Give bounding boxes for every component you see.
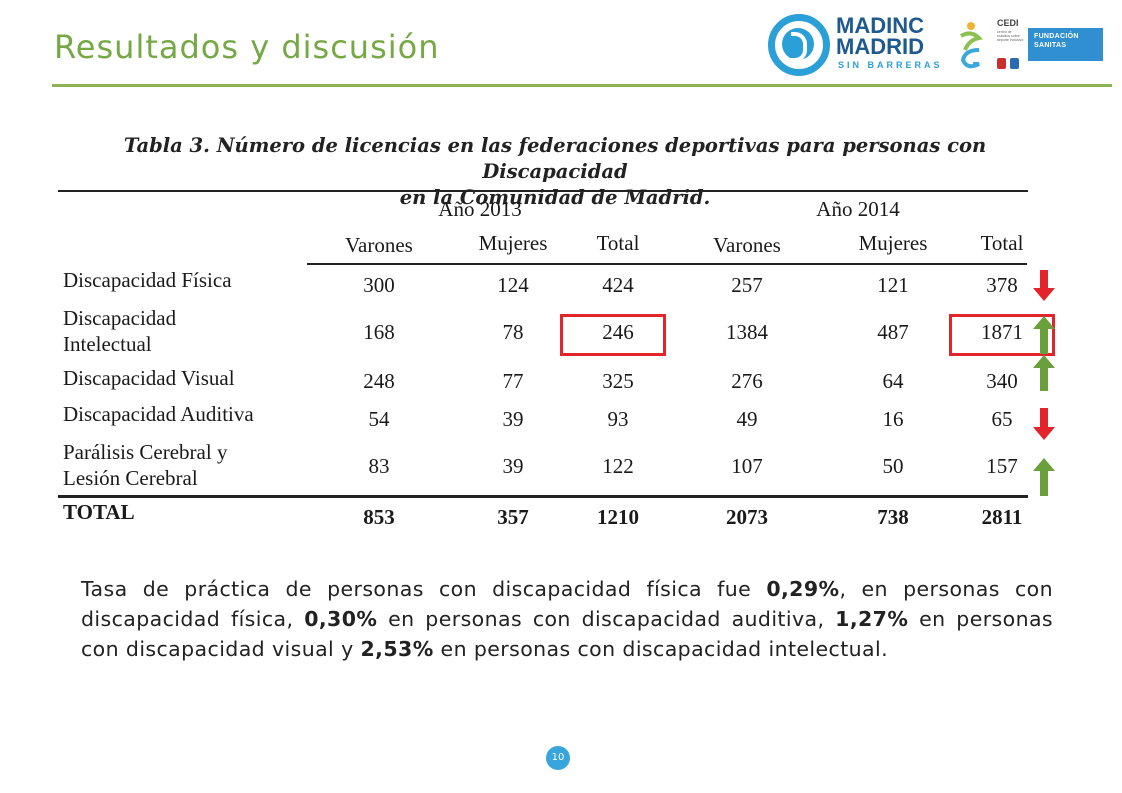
- table-cell: 168: [363, 320, 395, 344]
- caption-line1: Tabla 3. Número de licencias en las fede…: [123, 134, 987, 183]
- table-cell: 54: [368, 407, 390, 431]
- results-paragraph: Tasa de práctica de personas con discapa…: [81, 577, 1054, 661]
- table-cell: 424: [602, 273, 634, 297]
- slide-title: Resultados y discusión: [54, 28, 440, 66]
- licenses-table: Tabla 3. Número de licencias en las fede…: [55, 123, 1055, 533]
- year-header-2014: Año 2014: [816, 197, 900, 221]
- madinc-ring-icon: [768, 14, 830, 76]
- trend-down-arrow-icon: [1033, 408, 1055, 440]
- highlighted-cell: 246: [602, 320, 634, 344]
- table-cell: 340: [986, 369, 1018, 393]
- col-header: Mujeres: [478, 231, 548, 255]
- table-cell: 276: [731, 369, 763, 393]
- table-cell: 107: [731, 454, 763, 478]
- logo-text-line2: MADRID: [836, 34, 924, 59]
- table-cell: 122: [602, 454, 634, 478]
- col-header: Total: [980, 231, 1024, 255]
- rate-visual: 1,27%: [835, 607, 909, 631]
- trend-up-arrow-icon: [1033, 316, 1055, 354]
- row-label: Parálisis Cerebral y Lesión Cerebral: [63, 440, 228, 490]
- logo-text-line3: SIN BARRERAS: [838, 60, 943, 70]
- table-cell: 487: [877, 320, 909, 344]
- total-cell: 357: [497, 505, 529, 529]
- table-cell: 78: [502, 320, 524, 344]
- table-cell: 157: [986, 454, 1018, 478]
- total-cell: 1210: [597, 505, 639, 529]
- row-label: Discapacidad Auditiva: [63, 402, 254, 426]
- cedi-description: centro de estudios sobre deporte inclusi…: [997, 30, 1024, 42]
- university-seal-icon: [997, 58, 1006, 69]
- table-cell: 124: [497, 273, 529, 297]
- rate-auditiva: 0,30%: [304, 607, 378, 631]
- institution-seal-icon: [1010, 58, 1019, 69]
- highlight-box-2013-intelectual: [560, 314, 666, 356]
- table-cell: 300: [363, 273, 395, 297]
- sanitas-line1: FUNDACIÓN: [1034, 33, 1079, 40]
- cedi-swirl-icon: [959, 22, 984, 69]
- table-cell: 325: [602, 369, 634, 393]
- trend-down-arrow-icon: [1033, 270, 1055, 301]
- total-cell: 738: [877, 505, 909, 529]
- total-cell: 2073: [726, 505, 768, 529]
- total-cell: 2811: [981, 505, 1023, 529]
- fundacion-sanitas-logo: FUNDACIÓN SANITAS: [1028, 28, 1103, 61]
- row-label: Discapacidad Visual: [63, 366, 235, 390]
- table-cell: 1384: [726, 320, 768, 344]
- trend-up-arrow-icon: [1033, 458, 1055, 496]
- cedi-logo: CEDI centro de estudios sobre deporte in…: [955, 14, 1023, 74]
- table-cell: 83: [368, 454, 390, 478]
- madinc-madrid-logo: MADINC MADRID SIN BARRERAS: [768, 12, 943, 80]
- highlight-box-2014-intelectual: [949, 314, 1055, 356]
- table-cell: 65: [991, 407, 1013, 431]
- col-header: Varones: [345, 233, 413, 257]
- rate-intelectual: 2,53%: [360, 637, 434, 661]
- sanitas-line2: SANITAS: [1034, 42, 1067, 49]
- table-cell: 64: [882, 369, 904, 393]
- header-bottom-rule: [307, 263, 1027, 265]
- table-cell: 378: [986, 273, 1018, 297]
- highlighted-cell: 1871: [981, 320, 1023, 344]
- table-cell: 16: [882, 407, 904, 431]
- year-header-2013: Año 2013: [438, 197, 522, 221]
- table-cell: 39: [502, 454, 524, 478]
- col-header: Varones: [713, 233, 781, 257]
- table-cell: 121: [877, 273, 909, 297]
- table-caption: Tabla 3. Número de licencias en las fede…: [65, 133, 1045, 211]
- total-cell: 853: [363, 505, 395, 529]
- table-cell: 248: [363, 369, 395, 393]
- logo-text-line1: MADINC: [836, 13, 924, 38]
- total-top-rule: [58, 495, 1028, 498]
- page-number-badge: 10: [546, 746, 570, 770]
- table-cell: 50: [882, 454, 904, 478]
- cedi-name: CEDI: [997, 18, 1019, 28]
- table-cell: 257: [731, 273, 763, 297]
- row-label: Discapacidad Intelectual: [63, 306, 177, 356]
- col-header: Total: [596, 231, 640, 255]
- row-label: Discapacidad Física: [63, 268, 232, 292]
- table-top-rule: [58, 190, 1028, 192]
- table-cell: 93: [607, 407, 629, 431]
- table-cell: 39: [502, 407, 524, 431]
- wheelchair-symbol-icon: [782, 28, 814, 62]
- rate-fisica: 0,29%: [766, 577, 840, 601]
- col-header: Mujeres: [858, 231, 928, 255]
- table-cell: 49: [736, 407, 758, 431]
- title-divider: [52, 84, 1112, 87]
- total-row-label: TOTAL: [63, 500, 135, 524]
- table-cell: 77: [502, 369, 524, 393]
- trend-up-arrow-icon: [1033, 355, 1055, 391]
